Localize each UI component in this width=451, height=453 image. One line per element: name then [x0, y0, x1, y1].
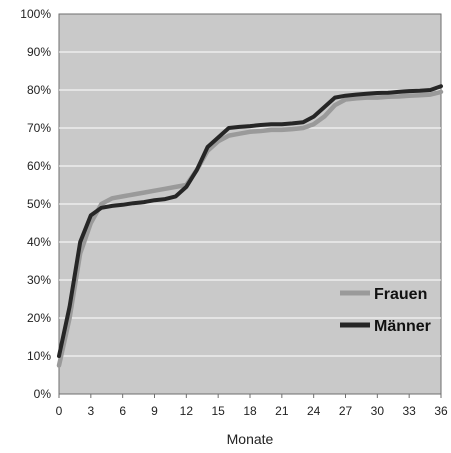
y-tick-label: 100% — [20, 7, 51, 21]
y-tick-label: 30% — [27, 273, 51, 287]
legend: Frauen Männer — [340, 286, 431, 335]
x-axis-label: Monate — [227, 431, 274, 447]
y-tick-label: 90% — [27, 45, 51, 59]
x-tick-label: 3 — [87, 404, 94, 418]
x-tick-label: 21 — [275, 404, 289, 418]
x-tick-label: 36 — [434, 404, 448, 418]
x-tick-label: 24 — [307, 404, 321, 418]
y-tick-label: 70% — [27, 121, 51, 135]
y-tick-label: 60% — [27, 159, 51, 173]
series-line-männer — [57, 84, 443, 358]
x-tick-label: 33 — [402, 404, 416, 418]
legend-label: Frauen — [374, 286, 427, 303]
legend-label: Männer — [374, 318, 431, 335]
x-tick-label: 0 — [56, 404, 63, 418]
y-tick-label: 20% — [27, 311, 51, 325]
y-tick-label: 50% — [27, 197, 51, 211]
series-lines — [56, 84, 444, 368]
x-tick-label: 6 — [119, 404, 126, 418]
x-tick-label: 27 — [339, 404, 353, 418]
x-tick-label: 15 — [211, 404, 225, 418]
series-line-frauen — [56, 89, 444, 368]
gridlines — [59, 51, 441, 357]
y-axis-ticks: 0% 10% 20% 30% 40% 50% 60% 70% 80% 90% 100% — [20, 7, 51, 401]
x-tick-label: 9 — [151, 404, 158, 418]
x-tick-label: 12 — [180, 404, 194, 418]
y-tick-label: 0% — [34, 387, 52, 401]
x-axis-ticks: 0 3 6 9 12 15 18 21 24 27 30 33 36 — [56, 394, 448, 418]
x-tick-label: 30 — [371, 404, 385, 418]
y-tick-label: 10% — [27, 349, 51, 363]
y-tick-label: 80% — [27, 83, 51, 97]
y-tick-label: 40% — [27, 235, 51, 249]
x-tick-label: 18 — [243, 404, 257, 418]
